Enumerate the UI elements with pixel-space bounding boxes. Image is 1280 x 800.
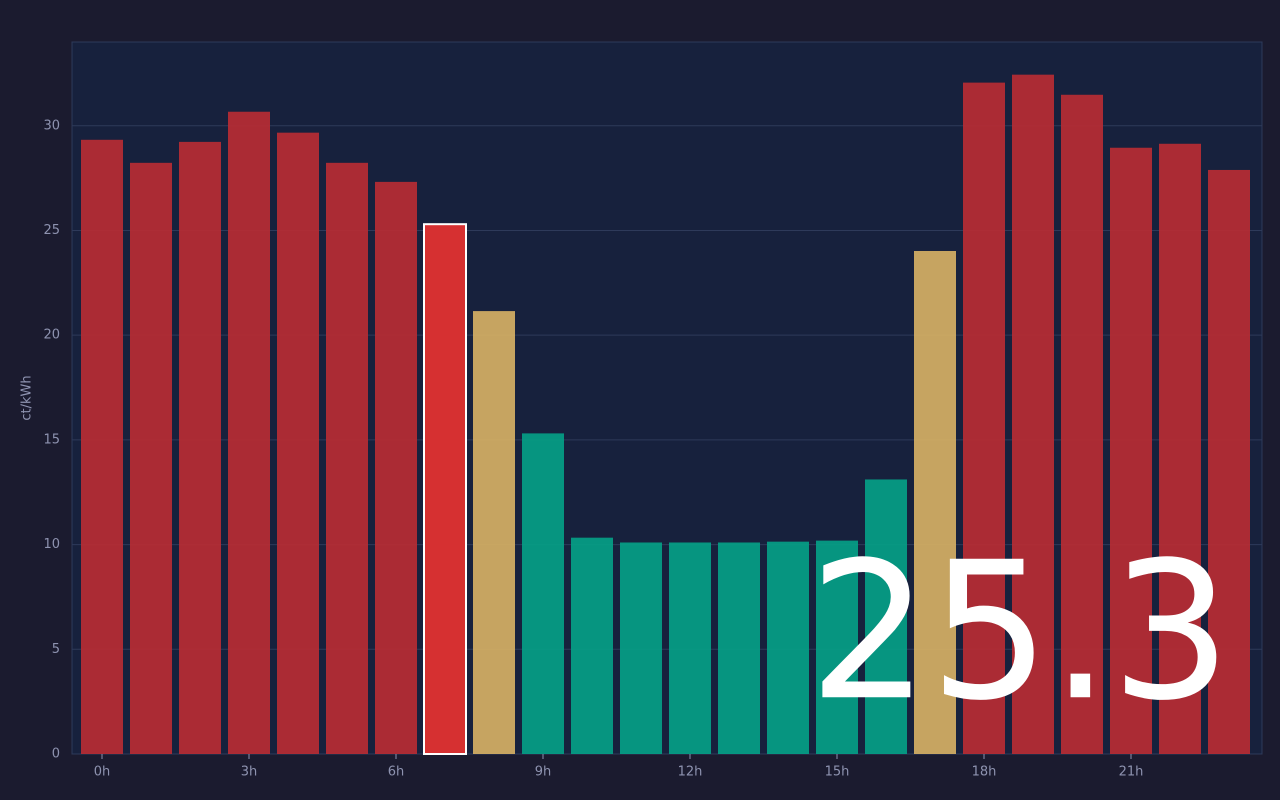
current-value: 25.3 — [808, 521, 1231, 742]
y-tick-label: 15 — [43, 432, 60, 447]
bar — [767, 541, 809, 754]
y-tick-label: 20 — [43, 328, 60, 343]
bar — [423, 223, 467, 755]
bar — [914, 250, 956, 755]
y-tick-label: 0 — [52, 747, 60, 762]
bar — [228, 111, 270, 754]
y-tick-label: 5 — [52, 642, 60, 657]
bar — [963, 82, 1005, 755]
bar — [277, 132, 319, 754]
y-tick-label: 10 — [43, 537, 60, 552]
bar — [669, 542, 711, 754]
bar — [522, 433, 564, 754]
bar — [81, 139, 123, 754]
bar — [1061, 94, 1103, 754]
bar — [865, 479, 907, 754]
bar — [179, 141, 221, 754]
x-tick-label: 18h — [972, 765, 997, 780]
bar — [1110, 147, 1152, 755]
x-tick-label: 21h — [1119, 765, 1144, 780]
bar — [718, 542, 760, 754]
x-tick-label: 0h — [94, 765, 111, 780]
x-tick-label: 12h — [678, 765, 703, 780]
bar — [571, 537, 613, 754]
bar — [620, 542, 662, 754]
bar — [130, 162, 172, 755]
bar — [375, 181, 417, 754]
y-axis-label: ct/kWh — [20, 375, 35, 420]
bar — [473, 311, 515, 754]
y-tick-label: 30 — [43, 118, 60, 133]
bar — [1208, 169, 1250, 755]
x-tick-label: 3h — [241, 765, 258, 780]
x-tick-label: 15h — [825, 765, 850, 780]
x-tick-label: 6h — [388, 765, 405, 780]
bar — [1159, 143, 1201, 755]
y-tick-label: 25 — [43, 223, 60, 238]
bar — [1012, 74, 1054, 755]
bar — [326, 162, 368, 755]
bar — [816, 540, 858, 754]
x-tick-label: 9h — [535, 765, 552, 780]
